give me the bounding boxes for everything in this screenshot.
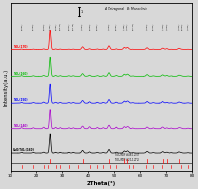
Text: A(204): A(204) bbox=[146, 22, 148, 29]
Text: A(101): A(101) bbox=[49, 22, 51, 29]
Text: TiO₂(140): TiO₂(140) bbox=[13, 124, 28, 128]
Text: A: Tetragonal   B: Monoclinic: A: Tetragonal B: Monoclinic bbox=[104, 7, 147, 11]
Text: A(215): A(215) bbox=[187, 22, 189, 29]
Text: TiO$_2$(PDF#46-1237): TiO$_2$(PDF#46-1237) bbox=[114, 152, 141, 159]
Text: TiO₂(170): TiO₂(170) bbox=[13, 44, 28, 49]
Text: B(020): B(020) bbox=[181, 22, 182, 29]
Text: A(116): A(116) bbox=[162, 22, 164, 29]
Text: A(105): A(105) bbox=[123, 22, 125, 29]
Text: B(002): B(002) bbox=[55, 22, 56, 29]
Text: B(110): B(110) bbox=[43, 22, 45, 29]
Text: B(-711): B(-711) bbox=[132, 21, 134, 29]
Text: B(200): B(200) bbox=[33, 22, 34, 29]
Text: A(004): A(004) bbox=[82, 22, 83, 29]
Text: B(121): B(121) bbox=[97, 22, 98, 29]
Text: 1: 1 bbox=[81, 10, 83, 14]
Text: B(020): B(020) bbox=[89, 22, 90, 29]
Text: B(001): B(001) bbox=[21, 22, 22, 29]
Text: TiO$_2$(PDF#21-1272): TiO$_2$(PDF#21-1272) bbox=[114, 157, 141, 164]
Text: B(501): B(501) bbox=[115, 22, 117, 29]
Text: B(-112): B(-112) bbox=[72, 21, 74, 29]
Text: B(-511): B(-511) bbox=[60, 21, 61, 29]
Text: A(200): A(200) bbox=[108, 22, 110, 29]
X-axis label: 2Theta(°): 2Theta(°) bbox=[87, 180, 116, 186]
Text: B(012): B(012) bbox=[68, 22, 69, 29]
Text: A(215): A(215) bbox=[178, 22, 180, 29]
Y-axis label: Intensity(a.u.): Intensity(a.u.) bbox=[4, 69, 9, 106]
Text: B(215): B(215) bbox=[152, 22, 154, 29]
Text: TiO₂(160): TiO₂(160) bbox=[13, 71, 28, 75]
Text: CuO/TiO₂(160): CuO/TiO₂(160) bbox=[13, 148, 35, 152]
Text: A(211): A(211) bbox=[127, 22, 128, 29]
Text: A(220): A(220) bbox=[166, 22, 168, 29]
Text: TiO₂(150): TiO₂(150) bbox=[13, 98, 28, 102]
